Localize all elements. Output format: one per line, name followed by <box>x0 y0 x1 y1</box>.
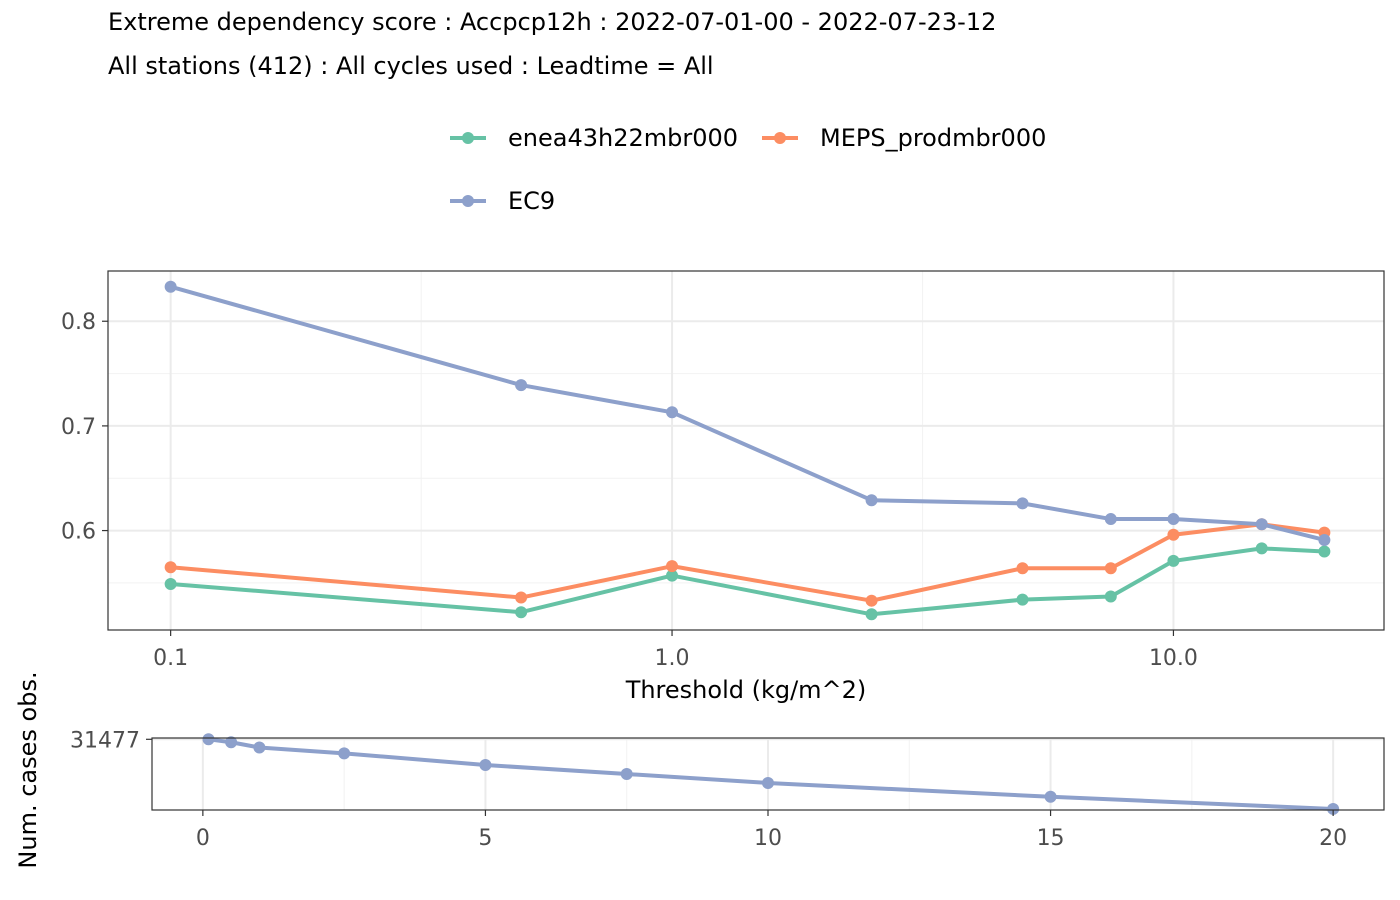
data-point <box>1016 593 1029 606</box>
data-point <box>1318 545 1331 558</box>
count-line-0 <box>208 737 1334 811</box>
legend-label: MEPS_prodmbr000 <box>820 124 1046 152</box>
data-point <box>1167 554 1180 567</box>
count-point <box>1044 790 1057 803</box>
data-point <box>1255 542 1268 555</box>
x-axis-title: Threshold (kg/m^2) <box>625 676 867 704</box>
chart-subtitle: All stations (412) : All cycles used : L… <box>108 52 714 80</box>
count-point <box>338 747 351 760</box>
data-point <box>164 280 177 293</box>
legend-swatch-point <box>462 195 474 207</box>
data-point <box>515 379 528 392</box>
data-point <box>1104 562 1117 575</box>
count-point <box>479 759 492 771</box>
y-tick-label: 0.8 <box>61 310 96 335</box>
data-point <box>1016 562 1029 575</box>
data-point <box>865 608 878 621</box>
data-point <box>1104 513 1117 526</box>
x-tick-label: 20 <box>1319 826 1347 851</box>
count-point <box>202 733 215 746</box>
x-tick-label: 15 <box>1037 826 1065 851</box>
data-point <box>1318 533 1331 546</box>
data-point <box>164 561 177 574</box>
count-point <box>620 768 633 780</box>
data-point <box>1167 528 1180 541</box>
data-point <box>164 577 177 590</box>
data-point <box>666 406 679 419</box>
data-point <box>865 494 878 507</box>
x-tick-label: 10 <box>754 826 782 851</box>
data-point <box>666 560 679 573</box>
data-point <box>1255 518 1268 531</box>
panel-border <box>107 270 1385 631</box>
legend-swatch-point <box>774 132 786 144</box>
count-plot-panel: 0 5 10 15 20 31477 Num. cases obs. <box>14 671 1385 869</box>
chart-title: Extreme dependency score : Accpcp12h : 2… <box>108 8 997 36</box>
y-tick-label: 0.6 <box>61 520 96 545</box>
data-point <box>865 594 878 607</box>
legend-label: EC9 <box>508 187 555 215</box>
y-axis-title: Num. cases obs. <box>14 671 42 868</box>
y-tick-label: 0.7 <box>61 415 96 440</box>
legend-swatch-point <box>462 132 474 144</box>
count-point <box>225 736 238 749</box>
data-point <box>515 591 528 604</box>
data-point <box>1167 513 1180 526</box>
series-line-2 <box>170 284 1325 542</box>
data-point <box>666 569 679 582</box>
count-point <box>1327 802 1340 815</box>
main-plot-panel: 0.1 1.0 10.0 0.6 0.7 0.8 Threshold (kg/m^2) <box>61 270 1385 704</box>
x-tick-label: 0 <box>196 826 210 851</box>
data-point <box>1104 590 1117 603</box>
x-tick-label: 0.1 <box>153 646 188 671</box>
y-tick-label: 31477 <box>70 728 140 753</box>
legend-label: enea43h22mbr000 <box>508 124 738 152</box>
count-point <box>762 777 774 789</box>
data-point <box>1016 497 1029 510</box>
x-tick-label: 5 <box>478 826 492 851</box>
legend: enea43h22mbr000 MEPS_prodmbr000 EC9 <box>450 124 1046 215</box>
x-tick-label: 10.0 <box>1149 646 1198 671</box>
data-point <box>515 606 528 619</box>
count-point <box>253 741 266 754</box>
x-tick-label: 1.0 <box>655 646 690 671</box>
